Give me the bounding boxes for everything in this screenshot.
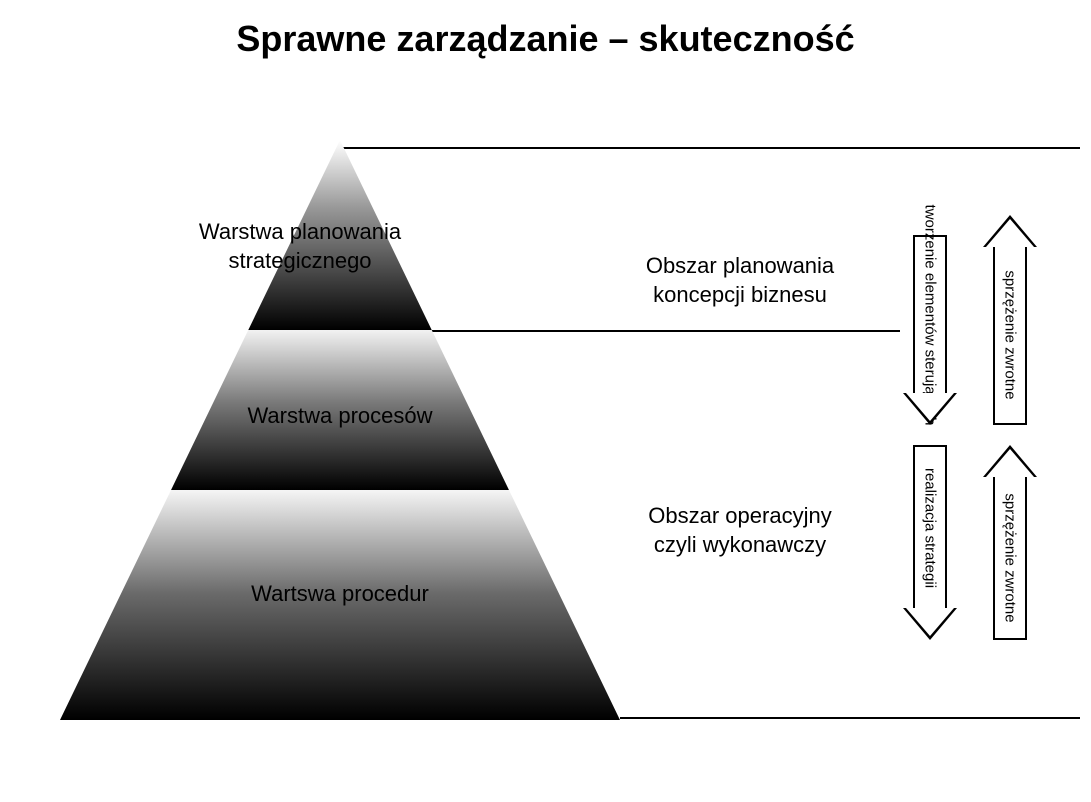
pyramid-layer-label-procedures: Wartswa procedur [200, 580, 480, 609]
arrow-label: sprzężenie zwrotne [1002, 270, 1019, 399]
up-arrow: sprzężenie zwrotne [983, 445, 1037, 640]
divider-bottom [620, 717, 1080, 719]
arrow-label: sprzężenie zwrotne [1002, 493, 1019, 622]
arrow-label: realizacja strategii [922, 467, 939, 587]
down-arrow: realizacja strategii [903, 445, 957, 640]
pyramid-layer-label-processes: Warstwa procesów [200, 402, 480, 431]
region-label-operational: Obszar operacyjnyczyli wykonawczy [610, 502, 870, 559]
up-arrow: sprzężenie zwrotne [983, 215, 1037, 425]
region-label-planning: Obszar planowaniakoncepcji biznesu [610, 252, 870, 309]
down-arrow: tworzenie elementów sterujących [903, 235, 957, 425]
page-title: Sprawne zarządzanie – skuteczność [0, 18, 1091, 60]
pyramid-layer-label-strategic: Warstwa planowaniastrategicznego [160, 218, 440, 275]
